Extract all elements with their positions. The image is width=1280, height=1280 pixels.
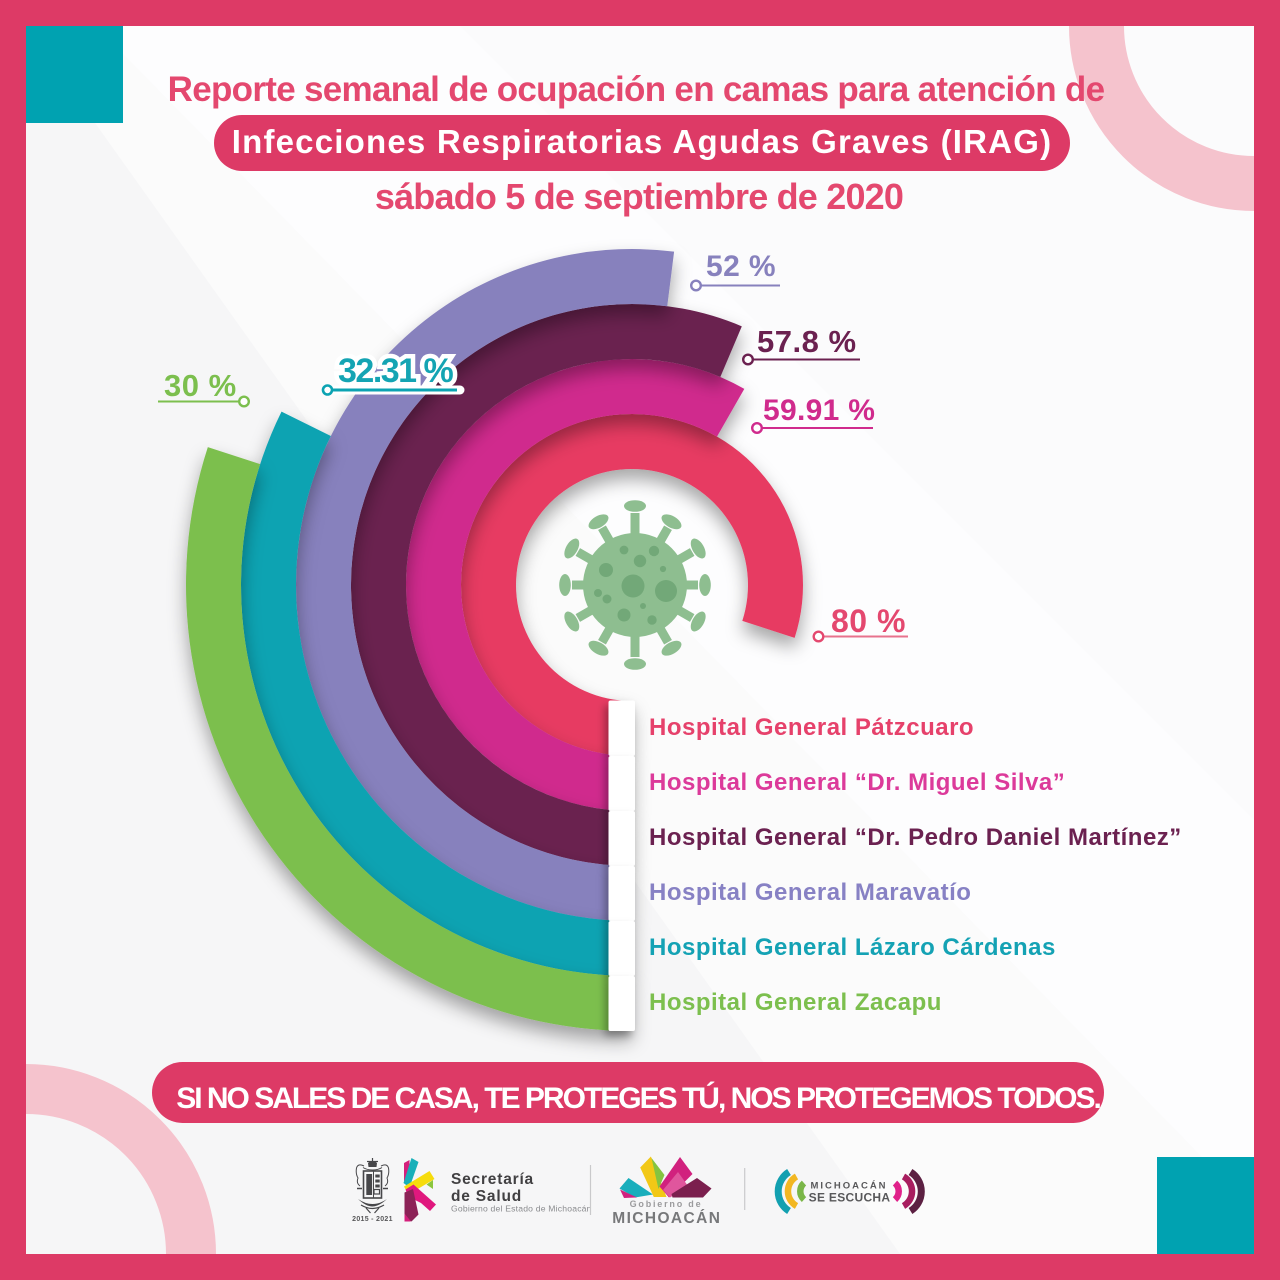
svg-text:Gobierno del Estado de Michoac: Gobierno del Estado de Michoacán [451,1204,592,1214]
svg-text:Secretaría: Secretaría [451,1171,534,1188]
svg-text:MICHOACÁN: MICHOACÁN [810,1181,887,1192]
svg-text:MICHOACÁN: MICHOACÁN [612,1210,721,1227]
svg-text:de Salud: de Salud [451,1188,522,1205]
svg-text:2015 - 2021: 2015 - 2021 [352,1216,393,1223]
svg-text:SE ESCUCHA: SE ESCUCHA [809,1191,891,1205]
svg-text:Gobierno de: Gobierno de [630,1199,703,1209]
